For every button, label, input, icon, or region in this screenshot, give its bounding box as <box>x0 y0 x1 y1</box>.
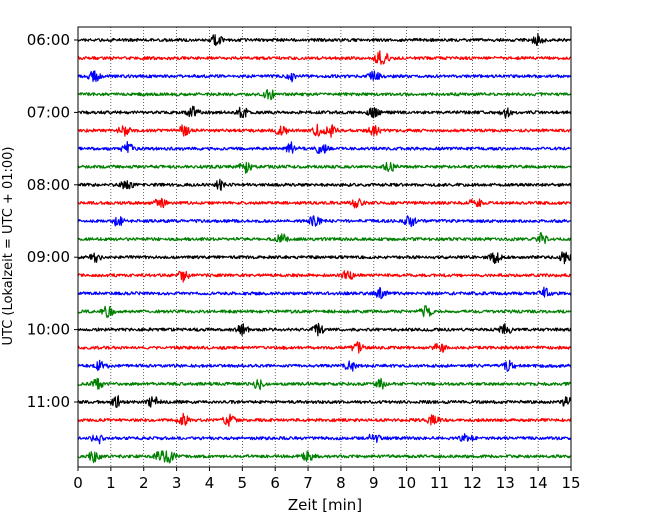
trace-1015 <box>77 341 572 354</box>
trace-1000 <box>77 322 572 337</box>
y-tick-label: 11:00 <box>27 393 70 411</box>
trace-0800 <box>77 178 572 191</box>
y-tick-label: 10:00 <box>27 321 70 339</box>
y-tick-label: 08:00 <box>27 176 70 194</box>
x-tick-label: 12 <box>463 474 482 492</box>
trace-1100 <box>77 395 572 408</box>
x-tick-label: 9 <box>369 474 379 492</box>
x-tick-label: 14 <box>529 474 548 492</box>
trace-0945 <box>77 305 572 318</box>
seismogram-traces <box>77 33 572 464</box>
trace-0745 <box>77 161 572 174</box>
trace-0645 <box>77 89 572 101</box>
trace-0615 <box>77 50 572 65</box>
trace-0815 <box>77 197 572 209</box>
trace-0915 <box>77 270 572 283</box>
trace-0630 <box>77 70 572 83</box>
trace-0900 <box>77 251 572 265</box>
trace-1045 <box>77 377 572 391</box>
x-tick-label: 15 <box>561 474 580 492</box>
x-tick-label: 13 <box>496 474 515 492</box>
trace-0730 <box>77 141 572 154</box>
x-tick-label: 10 <box>397 474 416 492</box>
trace-0715 <box>77 123 572 138</box>
x-tick-label: 0 <box>73 474 83 492</box>
trace-1145 <box>77 450 572 464</box>
y-tick-label: 06:00 <box>27 31 70 49</box>
x-tick-label: 8 <box>336 474 346 492</box>
x-tick-label: 11 <box>430 474 449 492</box>
trace-0600 <box>77 33 572 47</box>
y-tick-label: 09:00 <box>27 248 70 266</box>
x-axis-label: Zeit [min] <box>288 496 362 514</box>
x-tick-label: 5 <box>238 474 248 492</box>
y-tick-label: 07:00 <box>27 103 70 121</box>
x-tick-label: 3 <box>172 474 182 492</box>
x-axis-ticks: 0 1 2 3 4 5 6 7 8 9 10 11 12 13 14 15 <box>73 467 581 492</box>
x-tick-label: 2 <box>139 474 149 492</box>
x-tick-label: 7 <box>303 474 313 492</box>
trace-0700 <box>77 105 572 119</box>
trace-1115 <box>77 412 572 427</box>
trace-1130 <box>77 433 572 445</box>
y-axis-ticks: 06:00 07:00 08:00 09:00 10:00 11:00 <box>27 31 78 411</box>
plot-frame <box>77 26 572 468</box>
trace-0830 <box>77 215 572 227</box>
x-tick-label: 6 <box>270 474 280 492</box>
y-axis-label: UTC (Lokalzeit = UTC + 01:00) <box>1 147 16 346</box>
trace-1030 <box>77 359 572 372</box>
trace-0930 <box>77 286 572 300</box>
trace-0845 <box>77 231 572 245</box>
x-tick-label: 1 <box>106 474 116 492</box>
x-tick-label: 4 <box>205 474 215 492</box>
grid-lines <box>110 27 539 467</box>
